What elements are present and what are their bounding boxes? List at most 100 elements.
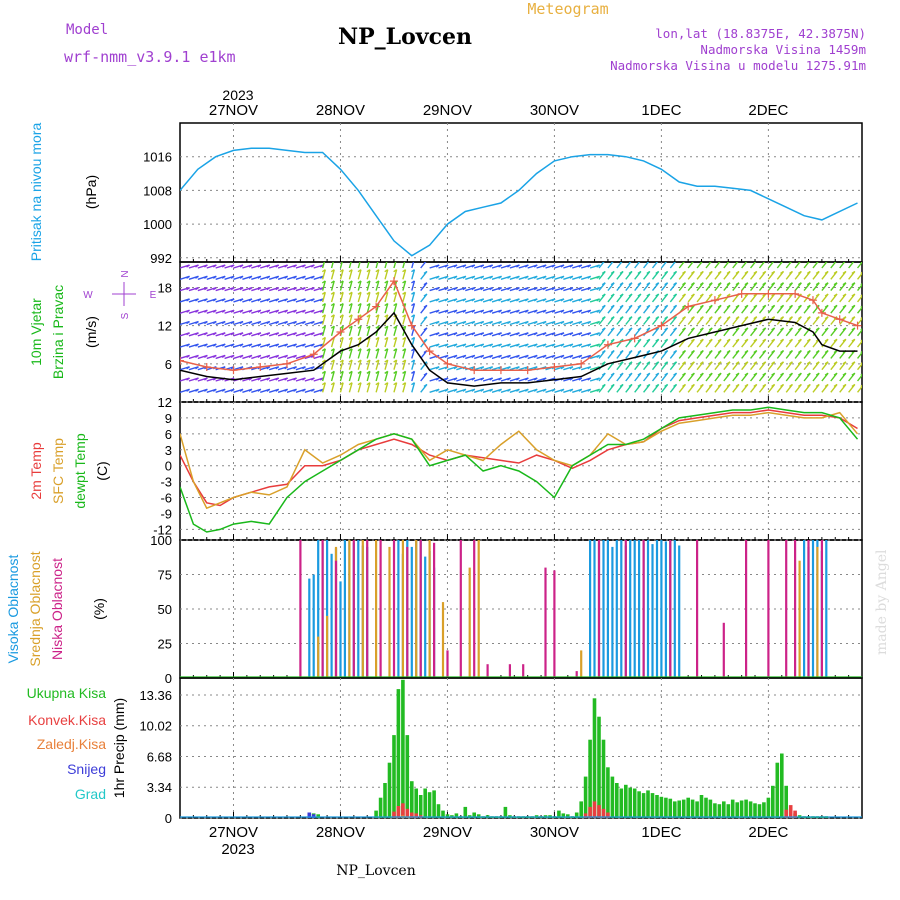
wind-barb-tick [257,309,262,313]
wind-barb-tick [560,298,565,302]
wind-barb-tick [860,384,862,388]
bar-precip-ukupna-kisa [405,735,410,818]
wind-barb-tick [542,275,547,279]
wind-barb-tick [248,309,253,313]
wind-barb-tick [435,343,440,347]
legend-precip-4: Grad [75,786,106,802]
bar-precip-ukupna-kisa [383,783,387,818]
wind-barb [375,292,380,303]
wind-barb-tick [321,359,326,363]
ytick-label: 0 [165,459,172,474]
bar-clouds-niska-oblacnost [807,540,810,678]
wind-barb-tick [637,327,642,331]
wind-barb-tick [489,354,494,359]
wind-barb-tick [717,293,722,297]
wind-barb-tick [717,270,722,275]
bar-precip-ukupna-kisa [766,797,771,818]
wind-barb-tick [560,309,565,313]
wind-barb-tick [789,304,793,308]
day-label-bottom: 1DEC [641,824,681,841]
wind-barb-tick [310,275,315,279]
wind-barb [856,351,862,359]
wind-barb-tick [471,275,476,279]
wind-barb [384,325,389,336]
wind-barb-tick [357,370,362,374]
wind-barb-tick [266,332,271,336]
wind-barb-tick [321,269,326,273]
wind-barb-tick [533,332,538,336]
gust-marker [336,328,345,336]
wind-barb-tick [257,320,262,325]
wind-barb-tick [507,264,511,268]
wind-barb-tick [601,361,606,365]
wind-barb-tick [453,275,458,279]
wind-barb-tick [762,349,767,354]
bar-precip-ukupna-kisa [775,762,780,818]
wind-barb-tick [726,282,731,286]
wind-barb-tick [375,314,380,318]
wind-barb-tick [393,370,398,374]
wind-barb-tick [248,332,253,336]
wind-barb [375,262,379,269]
wind-barb-tick [587,343,592,347]
bar-precip-ukupna-kisa [606,767,610,818]
wind-barb-tick [423,372,428,376]
wind-barb-tick [655,338,660,342]
wind-barb-tick [480,287,485,291]
wind-barb-tick [339,280,344,284]
model-name: wrf-nmm_v3.9.1 e1km [64,48,236,66]
wind-barb-tick [239,287,244,291]
wind-barb [339,262,343,269]
wind-barb-tick [551,264,556,268]
wind-barb-tick [471,309,476,313]
wind-barb-tick [293,377,297,381]
wind-barb-tick [735,383,740,388]
gust-marker [443,359,452,368]
wind-barb-tick [771,383,775,388]
model-elevation-label: Nadmorska Visina u modelu 1275.91m [610,58,866,73]
wind-barb-tick [471,388,476,392]
wind-barb-tick [330,302,335,307]
series-line-pressure [180,147,858,257]
wind-barb-tick [682,282,686,286]
wind-barb-tick [708,304,713,308]
wind-barb-tick [533,320,538,325]
wind-barb-tick [330,280,335,284]
wind-barb-tick [435,287,440,291]
series-line-gust [180,279,858,371]
wind-barb-tick [384,382,389,386]
wind-barb-tick [637,293,642,297]
gust-marker [791,289,800,298]
wind-barb-tick [860,271,862,275]
wind-barb-tick [699,372,704,376]
wind-barb [411,348,416,359]
wind-barb-tick [480,388,485,392]
wind-barb [402,314,407,325]
wind-barb-tick [824,349,829,354]
wind-barb-tick [744,372,749,376]
wind-barb-tick [489,388,494,392]
bar-clouds-visoka-oblacnost [825,540,828,678]
wind-barb-tick [453,388,458,392]
wind-barb-tick [587,309,592,313]
series-line-2m-temp [180,409,858,507]
wind-barb-tick [726,293,731,297]
bar-precip-ukupna-kisa [615,783,619,818]
gust-marker [354,315,363,324]
wind-barb-tick [375,382,380,386]
wind-barb-tick [699,270,704,275]
wind-barb-tick [664,304,669,308]
wind-barb-tick [744,316,749,320]
gust-marker [202,363,211,371]
wind-barb-tick [330,359,335,363]
wind-barb-tick [860,350,862,354]
wind-barb [321,292,326,303]
wind-barb-tick [569,343,574,347]
bar-precip-ukupna-kisa [637,791,641,818]
wind-barb-tick [339,359,344,363]
bar-precip-ukupna-kisa [735,802,739,818]
bar-clouds-visoka-oblacnost [655,540,659,678]
bar-precip-ukupna-kisa [780,753,784,818]
wind-barb-tick [842,383,847,388]
wind-barb-tick [664,327,669,331]
